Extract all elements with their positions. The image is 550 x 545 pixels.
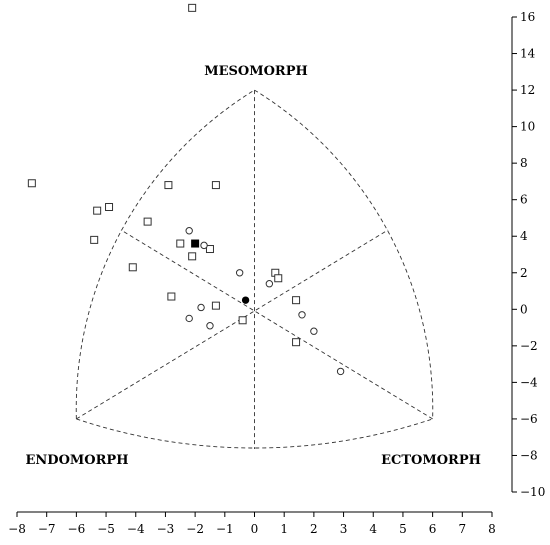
y-tick-label: −10 <box>520 485 545 499</box>
square-point <box>90 235 99 244</box>
arc-endo-meso <box>75 89 255 419</box>
somatochart-boundary <box>75 89 434 449</box>
x-tick-label: −5 <box>97 522 115 536</box>
y-tick-label: 8 <box>520 156 528 170</box>
mean-circle-point <box>241 296 250 304</box>
x-tick-label: 6 <box>429 522 437 536</box>
y-tick-label: 0 <box>520 302 528 316</box>
square-point <box>292 296 301 305</box>
circle-point <box>310 327 318 335</box>
square-point <box>176 239 185 248</box>
y-tick-label: −2 <box>520 339 538 353</box>
square-point <box>188 252 197 261</box>
square-point <box>143 217 152 226</box>
circle-point <box>206 322 214 330</box>
square-point <box>27 179 36 188</box>
x-tick-label: −2 <box>186 522 204 536</box>
circle-point <box>336 367 345 376</box>
circle-point <box>185 314 193 323</box>
square-point <box>167 292 176 301</box>
ectomorph-label: ECTOMORPH <box>381 453 481 468</box>
x-tick-label: 7 <box>458 522 466 536</box>
data-points <box>27 3 345 376</box>
square-point <box>274 274 283 283</box>
divider-endo-ecto-axis <box>76 229 389 420</box>
x-tick-label: 5 <box>399 522 407 536</box>
circle-point <box>298 311 306 319</box>
y-tick-label: 12 <box>520 83 535 97</box>
endomorph-label: ENDOMORPH <box>26 453 129 468</box>
y-tick-label: 2 <box>520 266 528 280</box>
divider-ecto-endo-axis <box>120 229 433 420</box>
x-axis: −8 −7 −6 −5 −4 −3 −2 −1 0 1 2 3 4 5 6 7 8 <box>8 511 496 536</box>
y-tick-label: −8 <box>520 448 538 462</box>
circle-point <box>200 241 208 250</box>
square-point <box>205 245 214 254</box>
x-tick-label: 0 <box>251 522 259 536</box>
y-tick-label: 4 <box>520 229 528 243</box>
square-point <box>105 203 114 211</box>
x-tick-label: −8 <box>8 522 26 536</box>
x-tick-label: −7 <box>38 522 56 536</box>
y-tick-label: 16 <box>520 10 535 24</box>
y-tick-label: 14 <box>520 47 536 61</box>
x-tick-label: −1 <box>216 522 234 536</box>
circle-point <box>265 280 274 288</box>
x-tick-label: −6 <box>68 522 86 536</box>
mean-square-point <box>191 239 200 248</box>
square-point <box>128 263 137 272</box>
x-tick-label: 8 <box>488 522 496 536</box>
y-axis: −10 −8 −6 −4 −2 0 2 4 6 8 10 12 14 16 <box>511 10 545 499</box>
x-tick-label: 3 <box>340 522 348 536</box>
square-point <box>211 301 220 310</box>
square-point <box>211 181 220 190</box>
x-tick-label: 2 <box>310 522 318 536</box>
x-tick-label: 4 <box>369 522 377 536</box>
y-tick-label: 10 <box>520 120 535 134</box>
y-tick-label: −4 <box>520 375 538 389</box>
square-point <box>188 3 197 12</box>
y-tick-label: 6 <box>520 193 528 207</box>
square-point <box>164 181 173 190</box>
arc-meso-ecto <box>254 89 434 419</box>
x-tick-label: −4 <box>127 522 145 536</box>
y-tick-label: −6 <box>520 412 538 426</box>
circle-point <box>197 303 205 312</box>
x-tick-label: −3 <box>157 522 175 536</box>
square-point <box>238 316 247 325</box>
x-tick-label: 1 <box>280 522 288 536</box>
square-point <box>93 206 102 215</box>
mesomorph-label: MESOMORPH <box>204 64 308 79</box>
square-point <box>292 338 301 347</box>
circle-point <box>185 227 193 235</box>
circle-point <box>235 269 244 277</box>
